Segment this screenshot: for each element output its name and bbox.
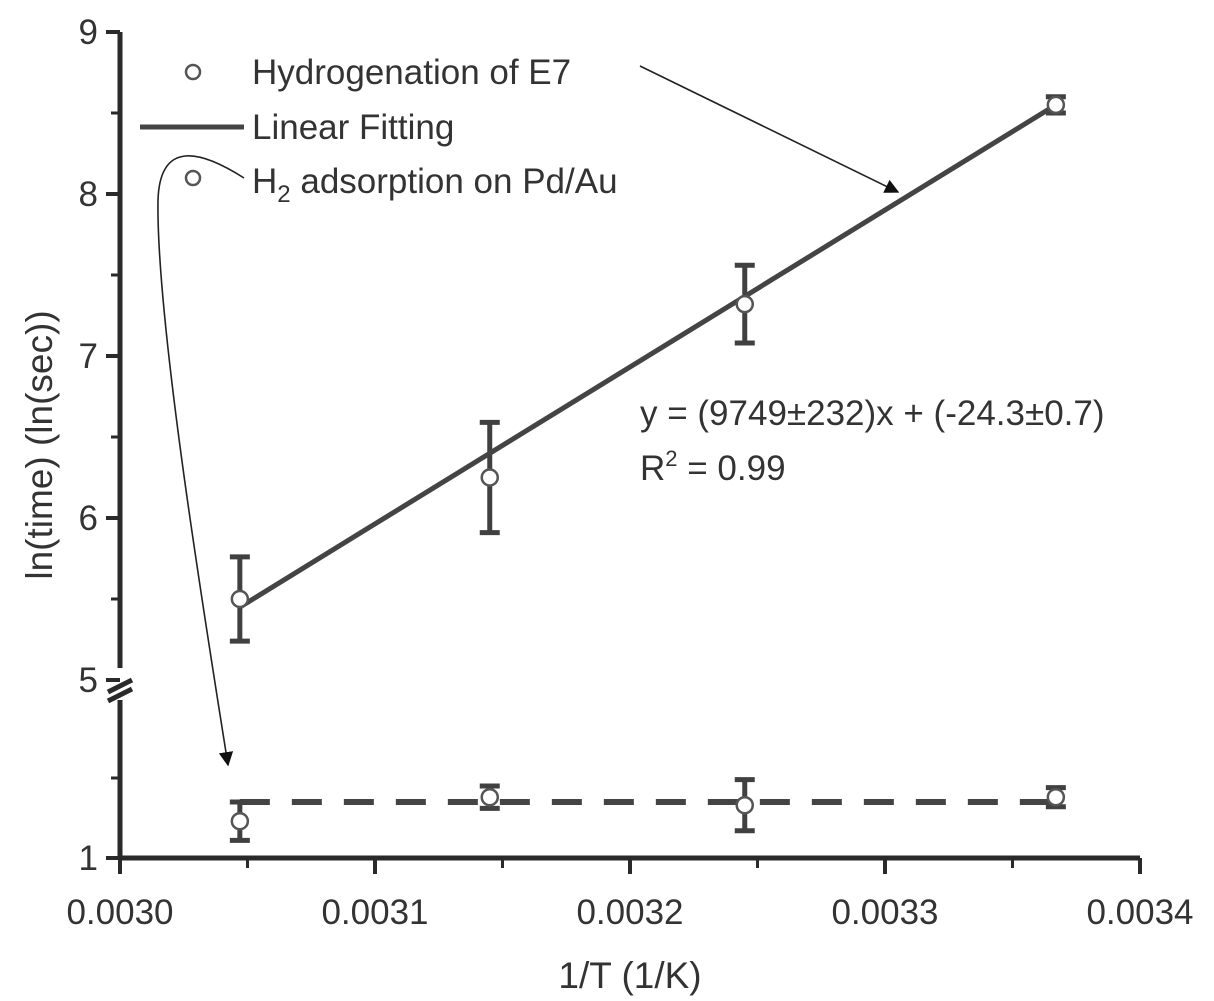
y-tick-label: 9 <box>79 13 98 52</box>
y-tick-label: 1 <box>79 839 98 878</box>
arrow-e7 <box>639 65 900 193</box>
e7-data-point <box>230 589 250 609</box>
r-squared-sup: 2 <box>665 446 677 471</box>
legend-marker <box>184 169 202 187</box>
y-tick-label: 8 <box>79 175 98 214</box>
h2-data-point <box>735 795 754 815</box>
legend-marker <box>184 63 202 81</box>
fit-equation: y = (9749±232)x + (-24.3±0.7) <box>640 394 1105 433</box>
y-tick-label: 5 <box>79 661 98 700</box>
x-axis-title: 1/T (1/K) <box>558 955 701 996</box>
e7-data-point <box>735 294 754 314</box>
plot-area <box>229 94 1066 843</box>
legend-label-sub: 2 <box>277 181 290 208</box>
legend-label-rest: adsorption on Pd/Au <box>291 162 618 201</box>
y-tick-label: 7 <box>79 337 98 376</box>
x-tick-label: 0.0031 <box>321 893 428 932</box>
arrow-h2 <box>157 155 245 767</box>
e7-data-point <box>480 468 499 487</box>
y-axis-title: ln(time) (ln(sec)) <box>19 310 60 579</box>
r-squared-value: = 0.99 <box>678 449 786 488</box>
x-tick-label: 0.0030 <box>66 893 173 932</box>
legend-label-main: H <box>252 162 277 201</box>
e7-data-point <box>1046 95 1066 115</box>
h2-data-point <box>1046 787 1066 807</box>
legend-label: H2 adsorption on Pd/Au <box>252 162 618 208</box>
x-tick-label: 0.0032 <box>576 893 683 932</box>
axes: 0.0030 0.0031 0.0032 0.0033 0.0034 5 6 7 8 9 1 1/T … <box>19 13 1194 996</box>
linear-fit-line <box>238 102 1058 610</box>
axis-break-mark <box>106 677 134 695</box>
axis-break-mark <box>106 686 134 704</box>
annotations: y = (9749±232)x + (-24.3±0.7)R2 = 0.99 <box>157 65 1105 767</box>
h2-data-point <box>230 811 250 831</box>
legend: Hydrogenation of E7 Linear Fitting H2 adso… <box>140 53 618 208</box>
x-tick-label: 0.0033 <box>831 893 938 932</box>
x-tick-label: 0.0034 <box>1086 893 1193 932</box>
legend-label: Hydrogenation of E7 <box>252 53 571 92</box>
y-tick-label: 6 <box>79 499 98 538</box>
r-squared: R2 = 0.99 <box>640 446 786 488</box>
h2-data-point <box>480 787 499 807</box>
legend-label: Linear Fitting <box>252 108 454 147</box>
r-squared-prefix: R <box>640 449 665 488</box>
